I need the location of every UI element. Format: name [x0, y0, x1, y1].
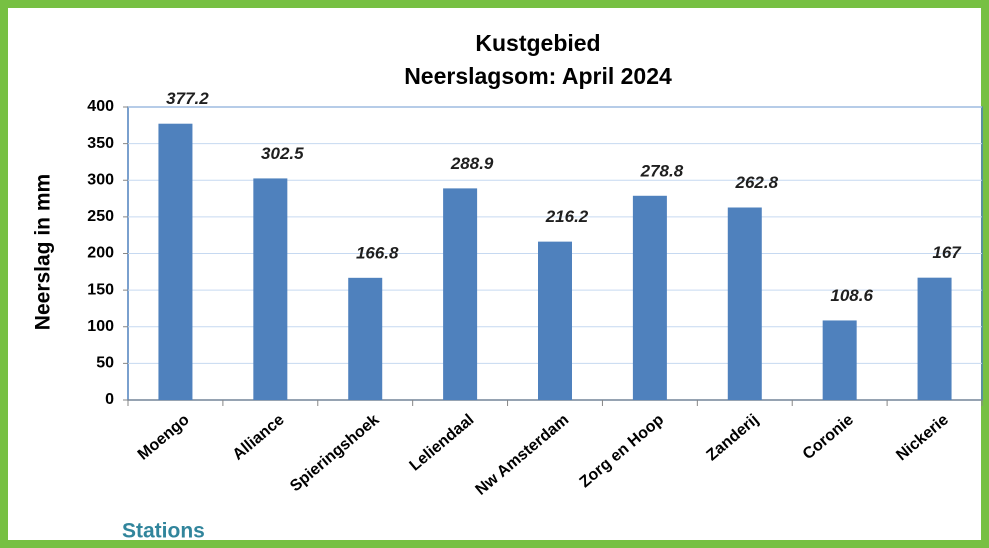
value-label: 166.8 [356, 243, 399, 262]
y-axis-label: Neerslag in mm [32, 174, 55, 330]
bar [822, 320, 857, 400]
bar [632, 195, 667, 400]
bar [538, 241, 572, 400]
value-label: 302.5 [261, 144, 304, 163]
bar [253, 178, 288, 400]
y-tick-label: 0 [105, 391, 114, 408]
bar [158, 123, 193, 401]
y-tick-label: 400 [87, 98, 114, 115]
y-tick-label: 250 [87, 208, 114, 225]
y-tick-label: 100 [87, 318, 114, 335]
x-axis-label: Stations [122, 520, 205, 543]
y-tick-label: 350 [87, 135, 114, 152]
value-label: 108.6 [830, 286, 873, 305]
y-tick-label: 150 [87, 281, 114, 298]
chart-title: Kustgebied [475, 30, 600, 56]
bar [917, 277, 952, 400]
value-label: 288.9 [450, 154, 494, 173]
y-tick-label: 300 [87, 171, 114, 188]
value-label: 262.8 [735, 173, 779, 192]
y-tick-label: 50 [96, 355, 114, 372]
bar [727, 207, 762, 400]
value-label: 278.8 [640, 161, 684, 180]
value-label: 216.2 [545, 207, 589, 226]
chart-subtitle: Neerslagsom: April 2024 [404, 63, 672, 89]
y-tick-label: 200 [87, 245, 114, 262]
bar [348, 277, 383, 400]
bar [443, 188, 478, 400]
value-label: 167 [932, 243, 962, 262]
value-label: 377.2 [166, 89, 209, 108]
